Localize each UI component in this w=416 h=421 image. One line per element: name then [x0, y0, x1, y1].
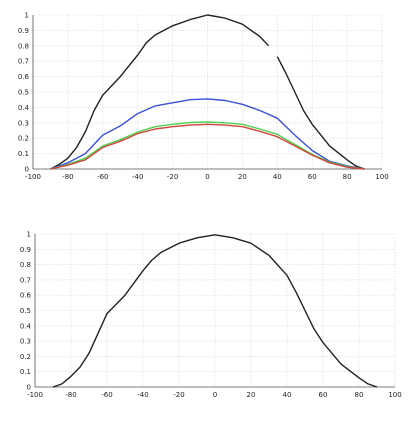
- x-tick-label: -80: [62, 173, 73, 181]
- x-tick-label: 100: [375, 173, 388, 181]
- y-tick-label: 0.7: [20, 276, 31, 284]
- x-tick-label: 80: [355, 391, 364, 399]
- y-tick-label: 0.9: [18, 27, 29, 35]
- y-tick-label: 0.6: [20, 292, 32, 300]
- x-tick-label: 100: [388, 391, 401, 399]
- y-tick-label: 1: [25, 12, 29, 20]
- x-tick-label: -100: [25, 173, 41, 181]
- y-tick-label: 0.3: [20, 338, 31, 346]
- x-tick-label: -60: [97, 173, 108, 181]
- y-tick-label: 0.2: [18, 135, 29, 143]
- y-tick-label: 0.5: [18, 89, 29, 97]
- y-tick-label: 0.1: [18, 150, 29, 158]
- x-tick-label: -100: [27, 391, 43, 399]
- x-tick-label: 40: [283, 391, 292, 399]
- x-tick-label: 60: [308, 173, 317, 181]
- x-tick-label: 80: [343, 173, 352, 181]
- x-tick-label: -20: [173, 391, 184, 399]
- x-tick-label: 20: [247, 391, 256, 399]
- y-tick-label: 0.7: [18, 58, 29, 66]
- x-tick-label: -40: [132, 173, 143, 181]
- y-tick-label: 0.9: [20, 246, 31, 254]
- series-1-line: [52, 234, 378, 388]
- y-tick-label: 0.6: [18, 73, 30, 81]
- x-tick-label: -60: [101, 391, 112, 399]
- y-tick-label: 1: [27, 231, 31, 239]
- series-2-line: [50, 98, 365, 170]
- x-tick-label: 20: [238, 173, 247, 181]
- y-tick-label: 0.2: [20, 353, 31, 361]
- chart-2: 0 0.1 0.2 0.3 0.4 0.5 0.6 0.7 0.8 0.9 1 -100 -80 -60 -…: [20, 231, 402, 400]
- y-tick-label: 0.8: [18, 42, 29, 50]
- x-tick-label: 40: [273, 173, 282, 181]
- x-tick-label: 0: [205, 173, 209, 181]
- series-1-line: [276, 56, 365, 170]
- series-4-line: [50, 123, 365, 170]
- y-tick-label: 0: [27, 384, 31, 392]
- y-tick-label: 0.8: [20, 261, 31, 269]
- chart-1: 0 0.1 0.2 0.3 0.4 0.5 0.6 0.7 0.8 0.9 1 -100 -80 -60 -…: [18, 12, 389, 182]
- x-tick-label: -80: [65, 391, 76, 399]
- y-tick-label: 0.4: [20, 322, 32, 330]
- x-tick-label: -20: [167, 173, 178, 181]
- y-tick-label: 0: [25, 166, 29, 174]
- x-tick-label: 60: [319, 391, 328, 399]
- y-tick-label: 0.4: [18, 104, 30, 112]
- x-tick-label: 0: [213, 391, 217, 399]
- x-tick-label: -40: [137, 391, 148, 399]
- y-tick-label: 0.5: [20, 307, 31, 315]
- y-tick-label: 0.1: [20, 368, 31, 376]
- series-1-line: [50, 14, 270, 170]
- y-tick-label: 0.3: [18, 119, 29, 127]
